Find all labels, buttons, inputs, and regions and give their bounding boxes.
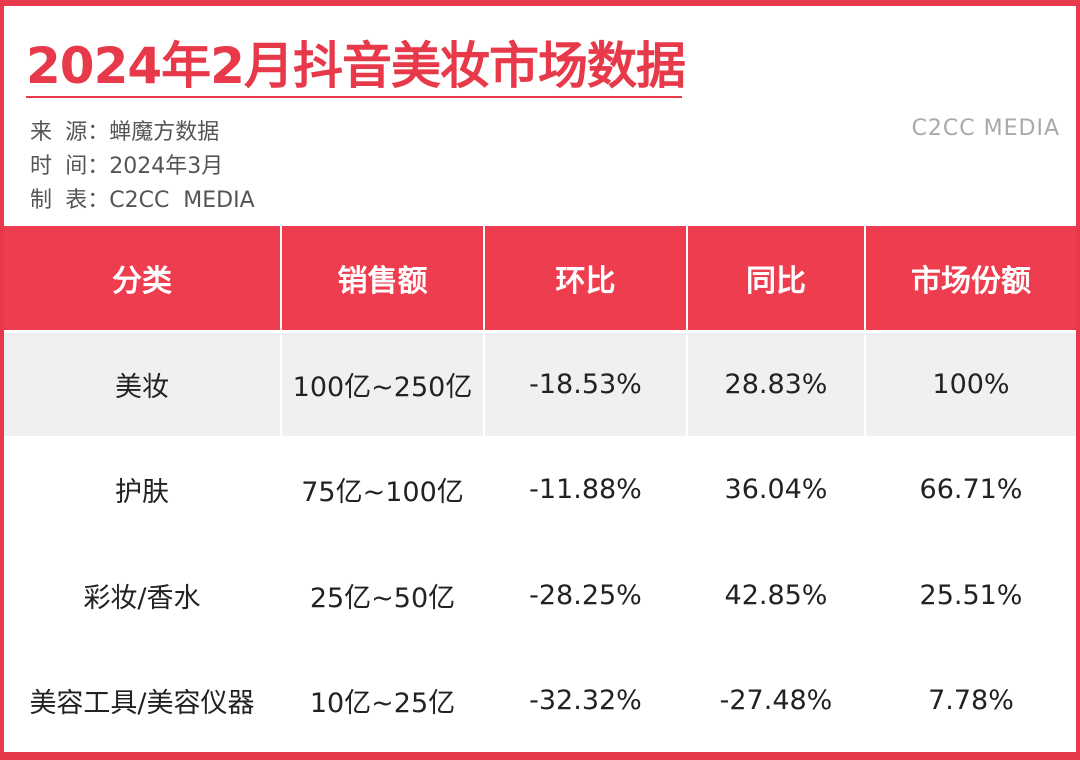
watermark-logo-text: C2CC MEDIA: [911, 116, 1060, 141]
data-table: 分类 销售额 环比 同比 市场份额 美妆 100亿~250亿 -18.53% 2…: [4, 226, 1076, 752]
meta-source-key: 来源: [30, 120, 101, 145]
cell-share: 7.78%: [865, 648, 1076, 752]
meta-source-value: 蝉魔方数据: [109, 120, 220, 145]
meta-author-value: C2CC MEDIA: [109, 188, 255, 213]
cell-category: 护肤: [4, 436, 282, 542]
data-table-container: 分类 销售额 环比 同比 市场份额 美妆 100亿~250亿 -18.53% 2…: [4, 226, 1076, 756]
table-row: 彩妆/香水 25亿~50亿 -28.25% 42.85% 25.51%: [4, 542, 1076, 648]
table-row: 美妆 100亿~250亿 -18.53% 28.83% 100%: [4, 330, 1076, 436]
meta-author: 制表：C2CC MEDIA: [30, 188, 255, 213]
cell-yoy: 42.85%: [687, 542, 866, 648]
cell-mom: -28.25%: [484, 542, 688, 648]
header-sales: 销售额: [281, 226, 485, 332]
meta-source: 来源：蝉魔方数据: [30, 120, 220, 145]
cell-share: 100%: [865, 330, 1076, 436]
cell-share: 66.71%: [865, 436, 1076, 542]
cell-mom: -32.32%: [484, 648, 688, 752]
cell-yoy: 28.83%: [687, 330, 866, 436]
table-row: 美容工具/美容仪器 10亿~25亿 -32.32% -27.48% 7.78%: [4, 648, 1076, 752]
title-underline: [26, 96, 682, 98]
cell-sales: 100亿~250亿: [281, 330, 485, 436]
meta-author-key: 制表: [30, 188, 101, 213]
cell-category: 美妆: [4, 330, 282, 436]
meta-time-value: 2024年3月: [109, 154, 224, 179]
cell-yoy: -27.48%: [687, 648, 866, 752]
cell-category: 美容工具/美容仪器: [4, 648, 282, 752]
table-row: 护肤 75亿~100亿 -11.88% 36.04% 66.71%: [4, 436, 1076, 542]
cell-sales: 25亿~50亿: [281, 542, 485, 648]
cell-yoy: 36.04%: [687, 436, 866, 542]
header-yoy: 同比: [687, 226, 866, 332]
header-share: 市场份额: [865, 226, 1076, 332]
cell-mom: -18.53%: [484, 330, 688, 436]
cell-sales: 10亿~25亿: [281, 648, 485, 752]
cell-share: 25.51%: [865, 542, 1076, 648]
meta-time: 时间：2024年3月: [30, 154, 224, 179]
header-category: 分类: [4, 226, 282, 332]
meta-time-key: 时间: [30, 154, 101, 179]
cell-sales: 75亿~100亿: [281, 436, 485, 542]
header-mom: 环比: [484, 226, 688, 332]
table-header-row: 分类 销售额 环比 同比 市场份额: [4, 226, 1076, 332]
cell-mom: -11.88%: [484, 436, 688, 542]
page-title: 2024年2月抖音美妆市场数据: [26, 37, 686, 95]
cell-category: 彩妆/香水: [4, 542, 282, 648]
